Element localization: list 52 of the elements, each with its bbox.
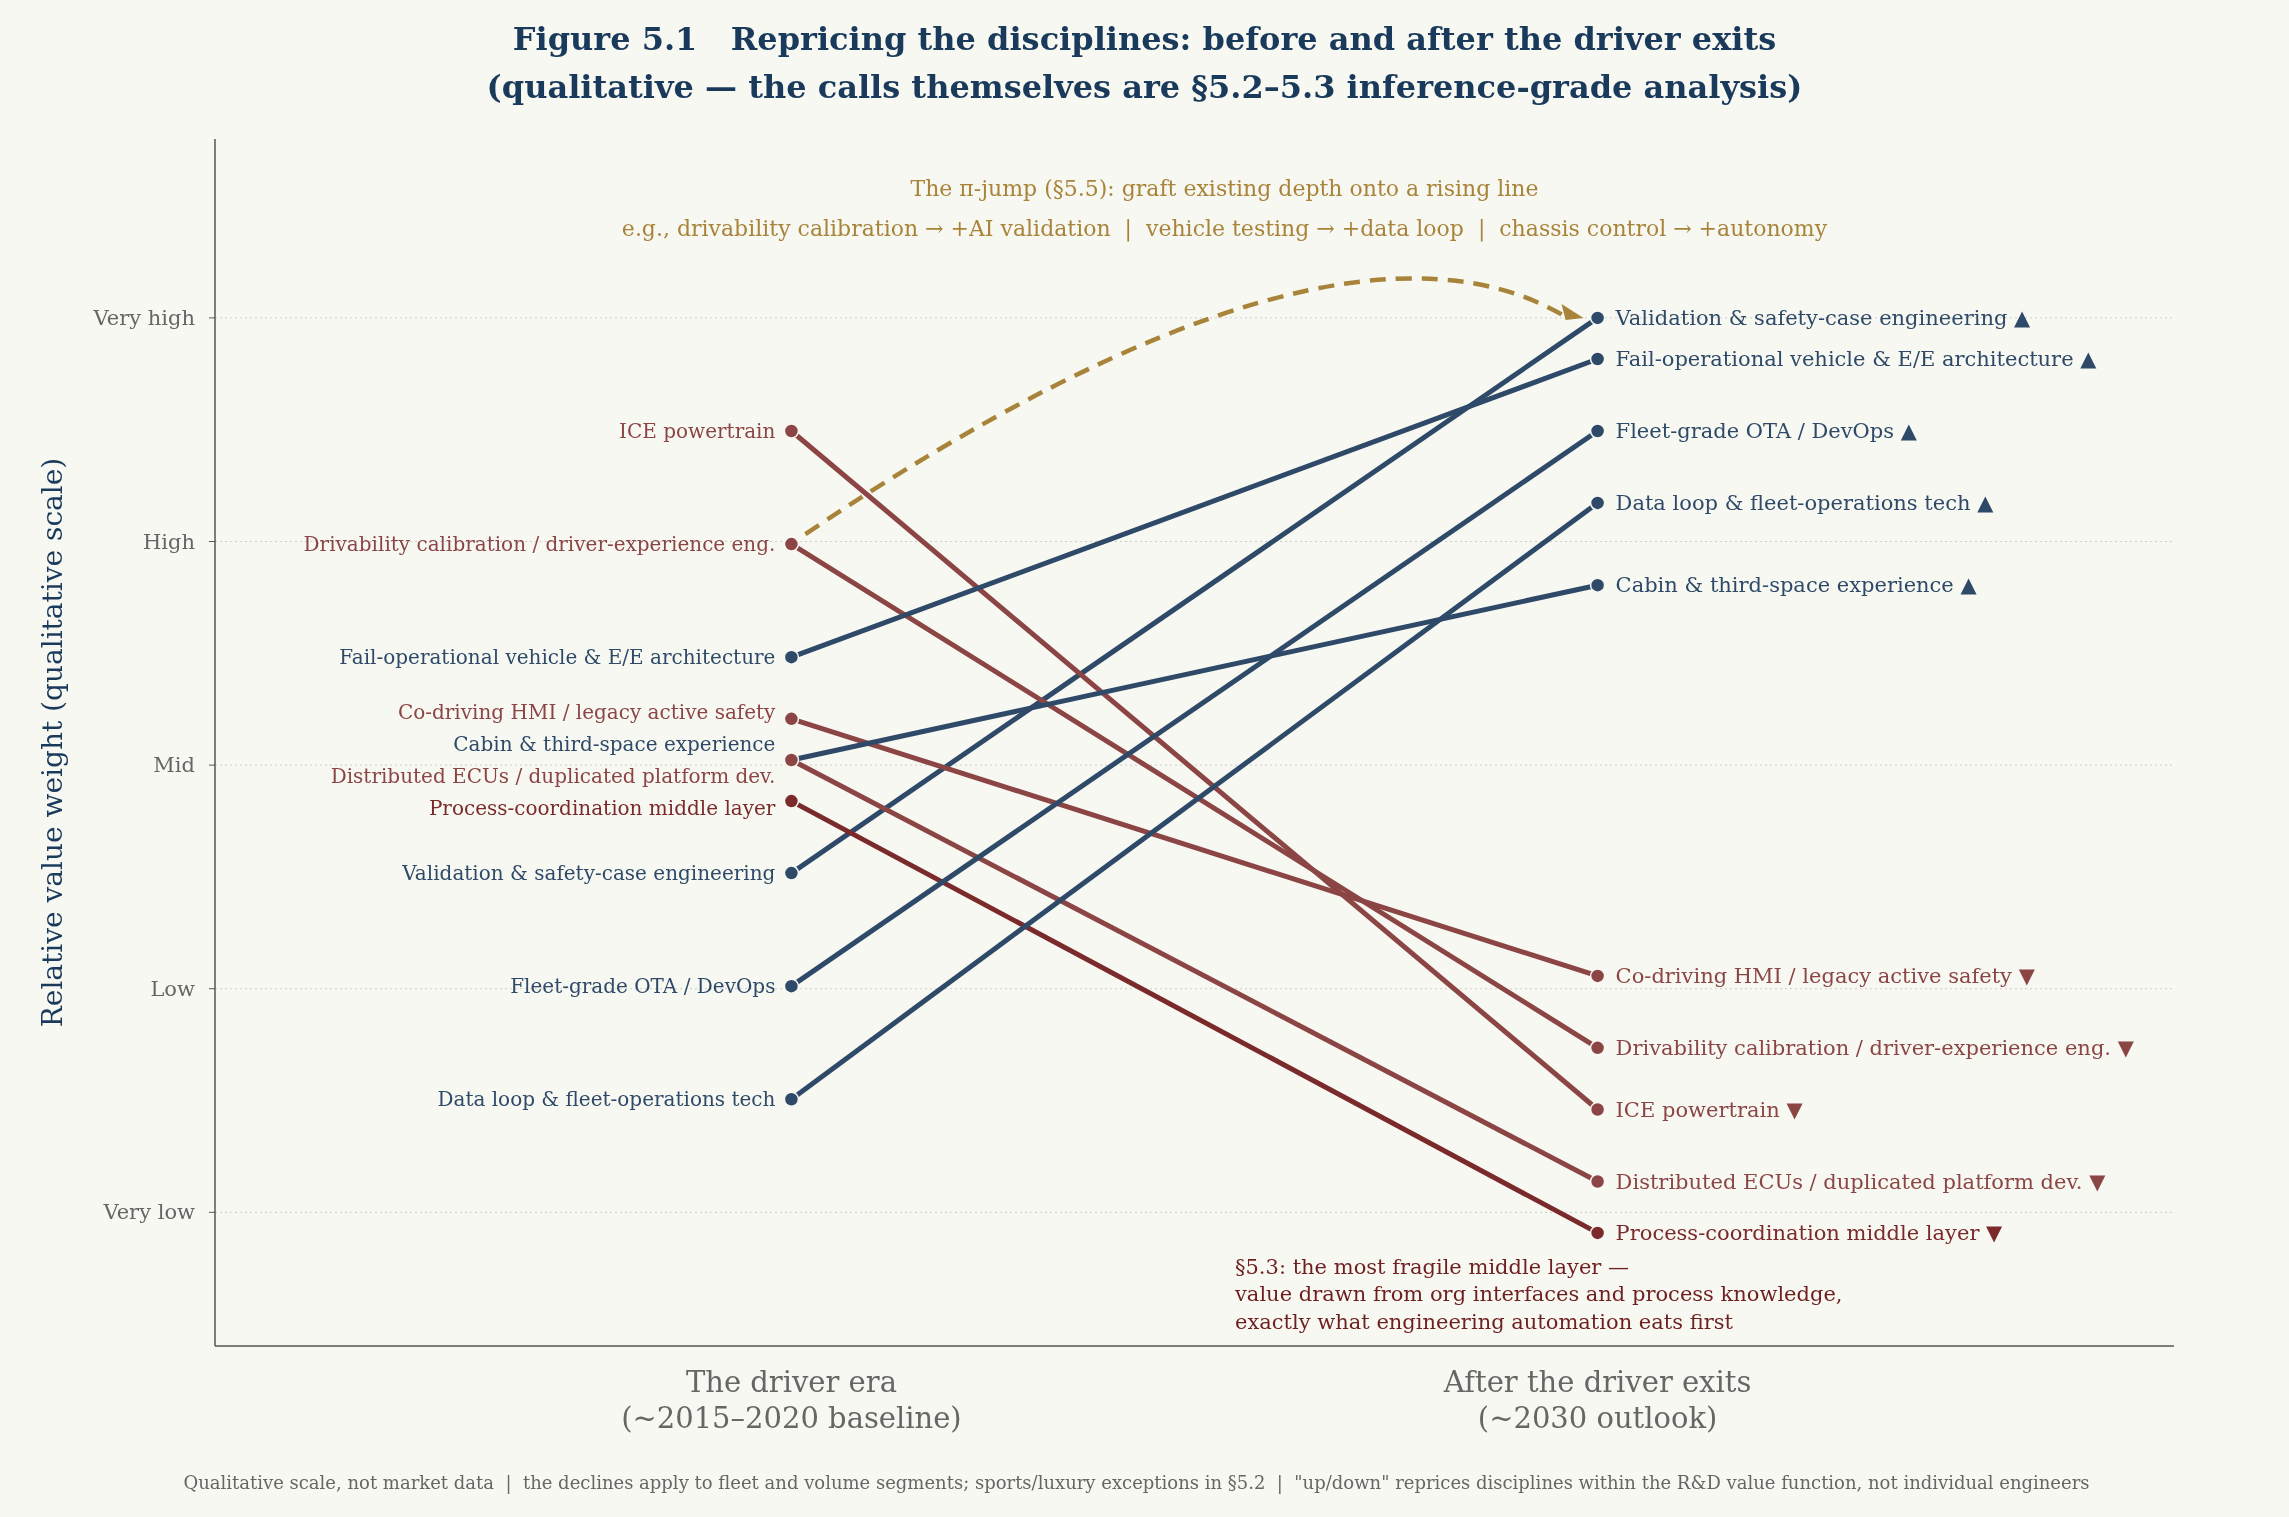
point — [783, 536, 800, 552]
series-label: Fail-operational vehicle & E/E architecture — [339, 645, 776, 670]
series-label: Distributed ECUs / duplicated platform dev. — [330, 763, 776, 788]
text: Relative value weight (qualitative scale) — [36, 457, 69, 1028]
chart-subtitle: (qualitative — the calls themselves are §5.2–5.3 inference-grade analysis) — [486, 68, 1803, 106]
series-label: Cabin & third-space experience — [453, 731, 776, 756]
point — [1589, 1040, 1606, 1056]
annotation: ICE powertrain ▼ — [1615, 1097, 1804, 1122]
point — [783, 649, 800, 665]
text: e.g., drivability calibration → +AI validation | vehicle testing → +data loop | chassis control → +autonomy — [621, 216, 1828, 242]
annotation: Drivability calibration / driver-experience eng. ▼ — [1615, 1035, 2135, 1060]
annotation: Fleet-grade OTA / DevOps ▲ — [1615, 418, 1918, 443]
text: Very low — [102, 1200, 196, 1225]
chart-title: Figure 5.1 Repricing the disciplines: before and after the driver exits — [512, 20, 1777, 58]
x-tick-label: After the driver exits (~2030 outlook) — [1442, 1365, 1752, 1435]
point — [1589, 423, 1606, 439]
point — [1589, 310, 1606, 326]
annotation: §5.3: the most fragile middle layer — value drawn from org interfaces and process knowledge, exactly what engineering automation eats first — [1234, 1255, 1843, 1334]
series-label: ICE powertrain — [619, 418, 776, 443]
point — [783, 423, 800, 439]
annotation: Co-driving HMI / legacy active safety ▼ — [1615, 963, 2036, 988]
annotation: Validation & safety-case engineering ▲ — [1614, 305, 2032, 330]
point — [1589, 577, 1606, 593]
series-label: Co-driving HMI / legacy active safety — [397, 699, 777, 724]
series-label: Fleet-grade OTA / DevOps — [510, 974, 776, 999]
text: Very high — [92, 305, 195, 330]
annotation: Fail-operational vehicle & E/E architecture ▲ — [1615, 347, 2098, 372]
text: Low — [150, 976, 196, 1001]
annotation: Distributed ECUs / duplicated platform dev. ▼ — [1615, 1169, 2107, 1194]
point — [1589, 351, 1606, 367]
point — [783, 1091, 800, 1107]
series-label: Validation & safety-case engineering — [401, 861, 776, 886]
point — [783, 865, 800, 881]
point — [783, 793, 800, 809]
x-tick-label: The driver era (~2015–2020 baseline) — [621, 1365, 962, 1435]
text: High — [143, 529, 195, 554]
point — [1589, 1173, 1606, 1190]
text: Mid — [153, 753, 195, 778]
series-label: Drivability calibration / driver-experience eng. — [303, 532, 776, 557]
point — [1589, 495, 1606, 511]
annotation: Data loop & fleet-operations tech ▲ — [1615, 490, 1995, 515]
series-label: Data loop & fleet-operations tech — [437, 1087, 776, 1112]
annotation: Cabin & third-space experience ▲ — [1615, 573, 1978, 598]
point — [1589, 968, 1606, 984]
point — [1589, 1225, 1606, 1241]
text: Qualitative scale, not market data | the declines apply to fleet and volume segments; sports/luxury exceptions in §5.2 | "up/down" reprices disciplines within the R&D value function, not individual engineers — [183, 1472, 2090, 1494]
point — [1589, 1101, 1606, 1118]
point — [783, 978, 800, 994]
annotation: Process-coordination middle layer ▼ — [1615, 1220, 2004, 1245]
text: The π-jump (§5.5): graft existing depth onto a rising line — [910, 176, 1539, 201]
point — [783, 711, 800, 727]
series-label: Process-coordination middle layer — [428, 795, 776, 820]
